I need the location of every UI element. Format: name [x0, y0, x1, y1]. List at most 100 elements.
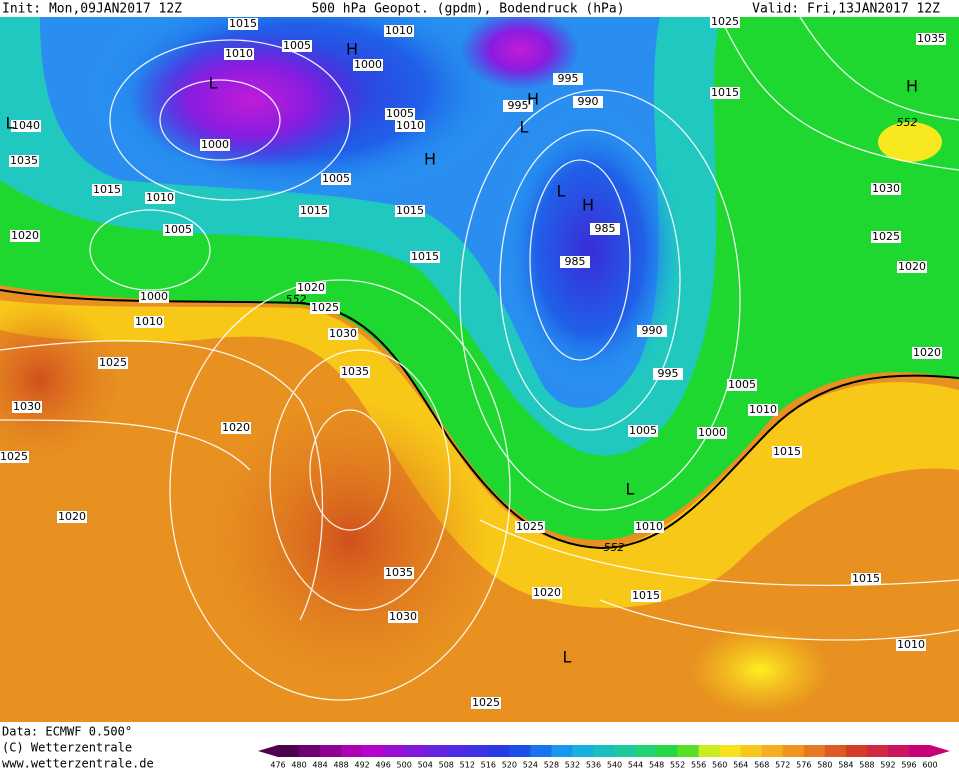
isobar-label-box — [748, 404, 778, 416]
scale-box — [614, 745, 637, 757]
pressure-center: L — [557, 182, 566, 201]
valid-time: Valid: Fri,13JAN2017 12Z — [752, 2, 940, 17]
isobar-label: 1025 — [472, 696, 500, 709]
isobar-label: 1000 — [140, 290, 168, 303]
scale-arrow-left — [258, 745, 278, 757]
isobar-label-box — [221, 422, 251, 434]
scale-label: 476 — [270, 761, 285, 770]
scale-box — [509, 745, 531, 757]
isobar-label: 1005 — [164, 223, 192, 236]
isobar-label: 1020 — [533, 586, 561, 599]
isobar-label-box — [353, 59, 383, 71]
pressure-center: H — [424, 150, 436, 169]
scale-box — [593, 745, 616, 757]
scale-arrow-right — [930, 745, 950, 757]
scale-box — [887, 745, 910, 757]
contour-label: 552 — [897, 116, 918, 129]
isobar-label: 1025 — [516, 520, 544, 533]
data-source: Data: ECMWF 0.500° — [2, 725, 132, 739]
isobar-label: 1015 — [229, 17, 257, 30]
isobar-label-box — [697, 427, 727, 439]
isobar-label: 1010 — [396, 119, 424, 132]
isobar-label: 1005 — [283, 39, 311, 52]
isobar-label-box — [228, 18, 258, 30]
scale-label: 516 — [481, 761, 496, 770]
isobar-label: 1025 — [311, 301, 339, 314]
isobar-label: 1020 — [898, 260, 926, 273]
isobar-label-box — [560, 256, 590, 268]
isobar-label: 1020 — [297, 281, 325, 294]
isobar-label-box — [340, 366, 370, 378]
isobar-label-box — [653, 368, 683, 380]
isobar-label-box — [772, 446, 802, 458]
scale-label: 600 — [922, 761, 937, 770]
isobar-label-box — [553, 73, 583, 85]
scale-box — [761, 745, 784, 757]
isobar-label: 1025 — [711, 15, 739, 28]
isobar-label-box — [471, 697, 501, 709]
isobar-label-box — [634, 521, 664, 533]
isobar-label: 1005 — [322, 172, 350, 185]
scale-label: 528 — [544, 761, 559, 770]
isobar-label-box — [871, 183, 901, 195]
scale-label: 580 — [817, 761, 832, 770]
isobar-label: 1005 — [728, 378, 756, 391]
scale-box — [446, 745, 468, 757]
isobar-label: 1010 — [146, 191, 174, 204]
scale-box — [572, 745, 594, 757]
isobar-label: 1035 — [10, 154, 38, 167]
isobar-label: 1030 — [872, 182, 900, 195]
scale-box — [299, 745, 321, 757]
isobar-label: 1005 — [386, 107, 414, 120]
isobar-label: 1025 — [0, 450, 28, 463]
scale-box — [383, 745, 405, 757]
scale-label: 568 — [754, 761, 769, 770]
isobar-label-box — [328, 328, 358, 340]
scale-label: 572 — [775, 761, 790, 770]
scale-box — [866, 745, 889, 757]
scale-box — [803, 745, 826, 757]
scale-box — [656, 745, 679, 757]
scale-box — [467, 745, 489, 757]
scale-box — [698, 745, 721, 757]
isobar-label: 1010 — [749, 403, 777, 416]
isobar-label: 1010 — [635, 520, 663, 533]
isobar-label-box — [897, 261, 927, 273]
scale-label: 512 — [460, 761, 475, 770]
scale-label: 544 — [628, 761, 643, 770]
isobar-label-box — [9, 155, 39, 167]
scale-box — [551, 745, 573, 757]
isobar-label: 1015 — [632, 589, 660, 602]
scale-label: 500 — [397, 761, 412, 770]
isobar-label: 1010 — [385, 24, 413, 37]
isobar-label: 1010 — [135, 315, 163, 328]
isobar-label: 1020 — [58, 510, 86, 523]
isobar-label: 1030 — [13, 400, 41, 413]
isobar-label: 1020 — [11, 229, 39, 242]
isobar-label-box — [11, 120, 41, 132]
scale-box — [362, 745, 384, 757]
isobar-label-box — [710, 87, 740, 99]
isobar-label: 1000 — [201, 138, 229, 151]
scale-label: 576 — [796, 761, 811, 770]
scale-label: 596 — [901, 761, 916, 770]
isobar-label-box — [384, 25, 414, 37]
isobar-label: 1040 — [12, 119, 40, 132]
scale-label: 488 — [333, 761, 348, 770]
isobar-label-box — [10, 230, 40, 242]
contour-label: 552 — [604, 541, 625, 554]
isobar-label-box — [163, 224, 193, 236]
scale-label: 552 — [670, 761, 685, 770]
scale-box — [677, 745, 700, 757]
isobar-label: 985 — [595, 222, 616, 235]
isobar-label: 995 — [508, 99, 529, 112]
isobar-label: 995 — [658, 367, 679, 380]
isobar-label: 1005 — [629, 424, 657, 437]
isobar-label-box — [631, 590, 661, 602]
scale-box — [719, 745, 742, 757]
isobar-label: 1015 — [852, 572, 880, 585]
scale-box — [341, 745, 363, 757]
scale-label: 492 — [354, 761, 369, 770]
scale-label: 556 — [691, 761, 706, 770]
isobar-label-box — [727, 379, 757, 391]
